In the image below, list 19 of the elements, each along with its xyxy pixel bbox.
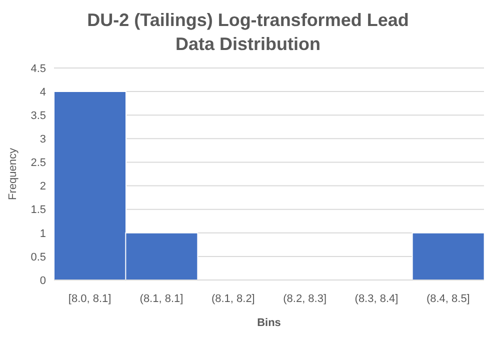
x-tick-label: (8.1, 8.2] bbox=[211, 292, 255, 305]
y-tick-label: 3 bbox=[40, 134, 46, 146]
x-axis-title: Bins bbox=[257, 317, 281, 329]
x-tick-label: (8.3, 8.4] bbox=[354, 292, 398, 305]
y-tick-label: 2.5 bbox=[30, 157, 46, 170]
y-tick-label: 1 bbox=[40, 228, 46, 240]
y-axis-title: Frequency bbox=[6, 148, 19, 200]
y-tick-label: 3.5 bbox=[30, 110, 46, 122]
x-tick-label: [8.0, 8.1] bbox=[68, 292, 112, 305]
x-tick-label: (8.2, 8.3] bbox=[283, 292, 327, 305]
chart-title: DU-2 (Tailings) Log-transformed Lead Data Distribution bbox=[86, 9, 410, 56]
y-tick-label: 1.5 bbox=[30, 204, 46, 216]
x-tick-label: (8.1, 8.1] bbox=[140, 292, 184, 305]
y-tick-label: 0.5 bbox=[30, 251, 46, 264]
y-tick-label: 4 bbox=[40, 86, 46, 98]
y-tick-label: 2 bbox=[40, 180, 46, 193]
x-tick-label: (8.4, 8.5] bbox=[426, 292, 470, 305]
y-tick-label: 0 bbox=[40, 274, 46, 287]
y-tick-label: 4.5 bbox=[30, 62, 46, 75]
